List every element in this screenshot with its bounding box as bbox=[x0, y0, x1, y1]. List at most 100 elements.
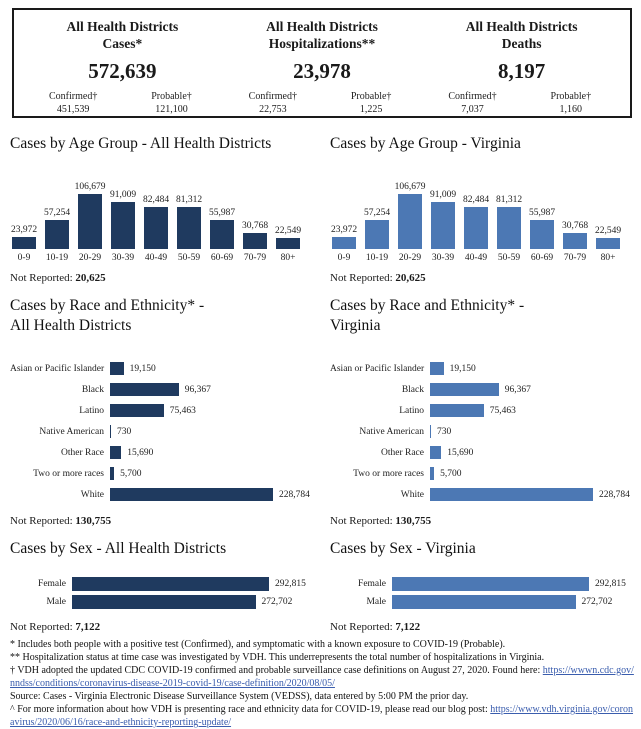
axis-category-label: 0-9 bbox=[17, 253, 31, 264]
not-reported-line: Not Reported: 130,755 bbox=[10, 515, 314, 527]
bar-value-label: 15,690 bbox=[447, 447, 474, 458]
category-label: Female bbox=[38, 578, 66, 589]
bar-group: 57,254 10-19 bbox=[363, 207, 391, 264]
bar bbox=[464, 206, 488, 250]
bar bbox=[72, 594, 256, 609]
confirmed-label: Confirmed† bbox=[448, 90, 497, 102]
not-reported-value: 130,755 bbox=[395, 515, 432, 528]
bar-group: 22,549 80+ bbox=[275, 226, 301, 264]
probable-column: Probable† 1,160 bbox=[522, 91, 620, 115]
bar bbox=[332, 236, 356, 250]
category-label: White bbox=[80, 489, 104, 500]
category-label: Other Race bbox=[61, 447, 104, 458]
bar bbox=[596, 237, 620, 250]
chart-sex-virginia: Cases by Sex - Virginia Female 292,815 M… bbox=[320, 527, 641, 632]
bar bbox=[45, 219, 69, 250]
bar bbox=[530, 220, 554, 250]
axis-category-label: 30-39 bbox=[111, 253, 135, 264]
bar-value-label: 55,987 bbox=[208, 208, 236, 219]
bar-row: Male 272,702 bbox=[10, 593, 314, 611]
summary-card-total: 23,978 bbox=[293, 58, 351, 83]
not-reported-label: Not Reported: bbox=[10, 620, 73, 633]
bar-row: Native American 730 bbox=[10, 421, 314, 442]
bar-value-label: 23,972 bbox=[10, 224, 38, 235]
summary-card-total: 8,197 bbox=[498, 58, 546, 83]
axis-category-label: 70-79 bbox=[243, 253, 267, 264]
bar-row: Black 96,367 bbox=[10, 379, 314, 400]
category-label: Latino bbox=[79, 405, 104, 416]
bar-value-label: 57,254 bbox=[43, 207, 71, 218]
not-reported-line: Not Reported: 7,122 bbox=[330, 621, 635, 633]
bar bbox=[144, 206, 168, 250]
summary-card-cases: All Health Districts Cases* 572,639 Conf… bbox=[24, 18, 221, 115]
footnote-link[interactable]: https://wwwn.cdc.gov/nndss/conditions/co… bbox=[10, 665, 634, 689]
summary-card-title: All Health Districts Deaths bbox=[465, 19, 578, 52]
axis-category-label: 50-59 bbox=[177, 253, 201, 264]
axis-category-label: 70-79 bbox=[563, 253, 587, 264]
bar-row: Female 292,815 bbox=[10, 575, 314, 593]
footnote-text: † VDH adopted the updated CDC COVID-19 c… bbox=[10, 665, 543, 676]
bar-value-label: 91,009 bbox=[109, 190, 137, 201]
bar-row: Two or more races 5,700 bbox=[330, 463, 635, 484]
axis-category-label: 40-49 bbox=[144, 253, 168, 264]
category-label: Black bbox=[401, 384, 424, 395]
bar bbox=[430, 488, 593, 502]
bar-group: 30,768 70-79 bbox=[242, 221, 268, 264]
chart-title: Cases by Race and Ethnicity* - All Healt… bbox=[10, 297, 205, 334]
footnote-text: ** Hospitalization status at time case w… bbox=[10, 652, 545, 663]
category-label: Asian or Pacific Islander bbox=[10, 363, 105, 374]
probable-label: Probable† bbox=[151, 90, 192, 102]
category-label: Native American bbox=[359, 426, 424, 437]
category-label: Male bbox=[366, 596, 386, 607]
probable-column: Probable† 1,225 bbox=[322, 91, 420, 115]
category-label: Two or more races bbox=[33, 468, 104, 479]
footnote-link[interactable]: https://www.vdh.virginia.gov/coronavirus… bbox=[10, 704, 634, 728]
bar-value-label: 23,972 bbox=[330, 224, 358, 235]
category-label: Male bbox=[46, 596, 66, 607]
bar-row: Latino 75,463 bbox=[330, 400, 635, 421]
bar-group: 106,679 20-29 bbox=[75, 182, 106, 264]
bar bbox=[110, 362, 124, 376]
bar-value-label: 228,784 bbox=[599, 489, 630, 500]
summary-card-breakdown: Confirmed† 451,539 Probable† 121,100 bbox=[24, 91, 221, 115]
bar-group: 82,484 40-49 bbox=[463, 195, 489, 264]
confirmed-value: 451,539 bbox=[56, 103, 90, 115]
bar-value-label: 81,312 bbox=[175, 195, 203, 206]
bar bbox=[430, 425, 431, 439]
bar-group: 82,484 40-49 bbox=[143, 195, 169, 264]
bar-value-label: 730 bbox=[117, 426, 132, 437]
not-reported-label: Not Reported: bbox=[10, 272, 73, 285]
bar-value-label: 19,150 bbox=[129, 363, 156, 374]
bar-value-label: 96,367 bbox=[184, 384, 211, 395]
chart-title: Cases by Age Group - All Health District… bbox=[10, 135, 272, 152]
not-reported-line: Not Reported: 130,755 bbox=[330, 515, 635, 527]
chart-race-virginia: Cases by Race and Ethnicity* - Virginia … bbox=[320, 284, 641, 527]
bar bbox=[365, 219, 389, 250]
footnote-line: Source: Cases - Virginia Electronic Dise… bbox=[10, 690, 634, 703]
bar bbox=[497, 207, 521, 250]
bar-value-label: 5,700 bbox=[440, 468, 462, 479]
bar-group: 57,254 10-19 bbox=[43, 207, 71, 264]
bar-row: Asian or Pacific Islander 19,150 bbox=[10, 358, 314, 379]
bar bbox=[210, 220, 234, 250]
bar-value-label: 5,700 bbox=[120, 468, 142, 479]
axis-category-label: 40-49 bbox=[464, 253, 488, 264]
category-label: Latino bbox=[399, 405, 424, 416]
axis-category-label: 20-29 bbox=[78, 253, 102, 264]
axis-category-label: 20-29 bbox=[398, 253, 422, 264]
bar bbox=[398, 194, 422, 250]
category-label: Other Race bbox=[381, 447, 424, 458]
bar-group: 91,009 30-39 bbox=[109, 190, 137, 264]
axis-category-label: 60-69 bbox=[210, 253, 234, 264]
bar bbox=[243, 233, 267, 250]
bar-value-label: 57,254 bbox=[363, 207, 391, 218]
bar-group: 55,987 60-69 bbox=[529, 208, 555, 263]
bar bbox=[563, 233, 587, 250]
bar bbox=[430, 383, 499, 397]
axis-category-label: 0-9 bbox=[337, 253, 351, 264]
not-reported-label: Not Reported: bbox=[330, 272, 393, 285]
summary-panel: All Health Districts Cases* 572,639 Conf… bbox=[12, 8, 632, 118]
axis-category-label: 80+ bbox=[600, 253, 616, 264]
category-label: Native American bbox=[39, 426, 104, 437]
